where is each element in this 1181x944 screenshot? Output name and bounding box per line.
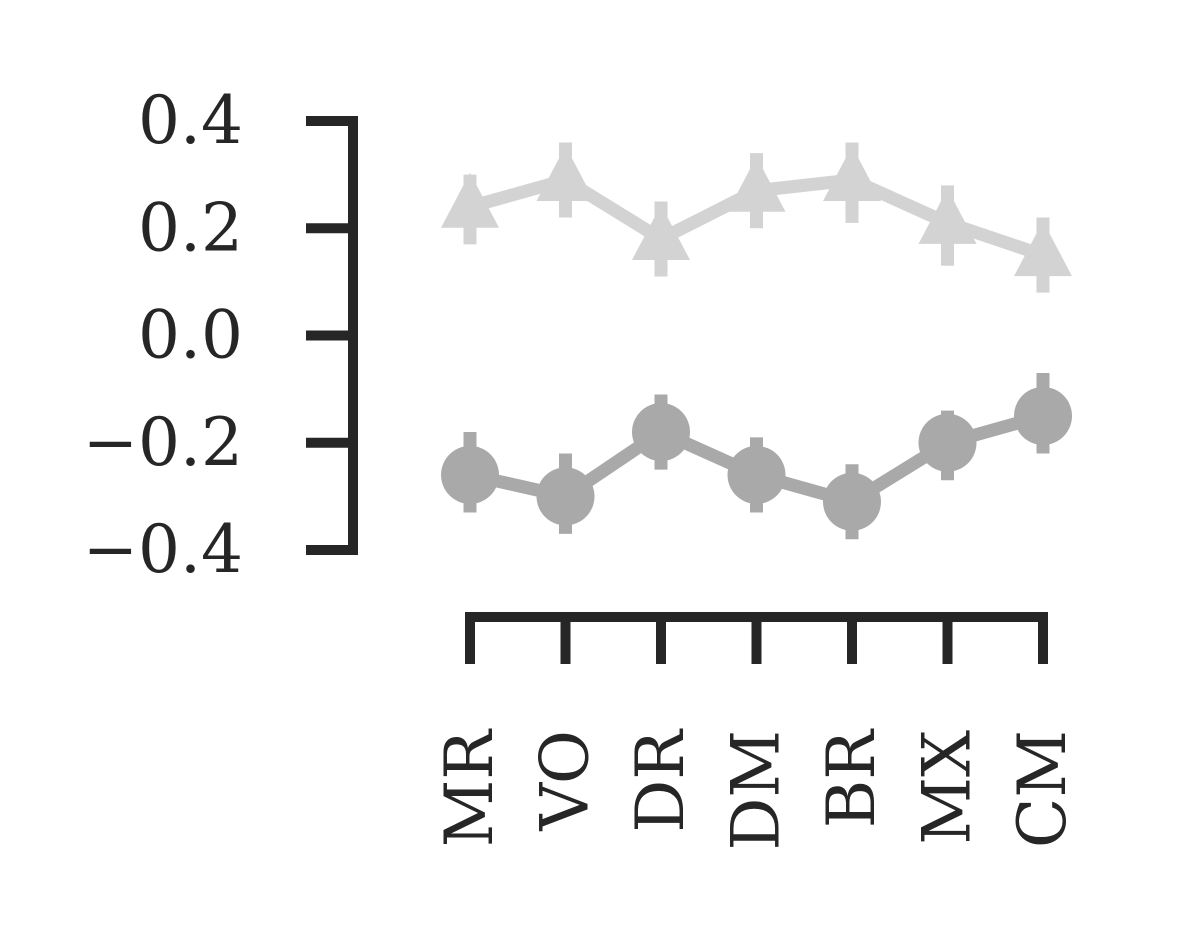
series-0-point: [918, 188, 977, 244]
series-0-point: [1014, 221, 1072, 277]
series-0-point: [632, 204, 690, 260]
series-1-group: [441, 373, 1072, 540]
series-1-point: [823, 472, 881, 531]
x-tick-label: MX: [909, 730, 986, 845]
series-layer: [441, 142, 1072, 540]
series-0-point: [536, 145, 595, 201]
x-tick-label: DM: [718, 730, 795, 851]
series-0-point: [727, 156, 786, 212]
series-1-point: [441, 445, 499, 504]
x-ticks: MR VO DR DM BR MX CM: [431, 617, 1081, 851]
x-tick-label: CM: [1004, 730, 1081, 848]
x-tick-label: BR: [813, 728, 890, 829]
series-1-point: [632, 403, 690, 462]
x-tick-label: MR: [431, 728, 508, 848]
y-tick-label: 0.2: [138, 189, 243, 266]
series-0-group: [441, 142, 1072, 293]
y-tick-label: −0.2: [83, 404, 243, 481]
x-tick-label: VO: [527, 730, 604, 832]
series-1-point: [536, 467, 595, 526]
series-1-point: [1014, 386, 1072, 445]
y-ticks: 0.4 0.2 0.0 −0.2 −0.4: [83, 82, 353, 588]
series-1-point: [727, 445, 786, 504]
y-tick-label: 0.0: [138, 297, 243, 374]
x-tick-label: DR: [622, 728, 699, 833]
y-tick-label: 0.4: [138, 82, 243, 159]
series-1-point: [918, 413, 977, 472]
y-tick-label: −0.4: [83, 511, 243, 588]
series-0-point: [441, 172, 499, 228]
series-0-point: [823, 145, 881, 201]
